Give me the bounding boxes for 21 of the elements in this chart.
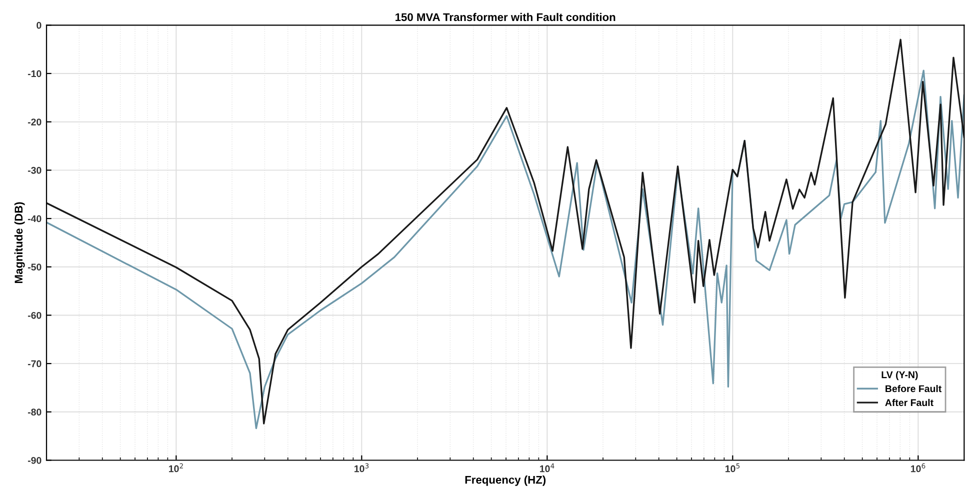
x-axis-title: Frequency (HZ) xyxy=(465,476,546,486)
x-tick-label: 10$^{4}$ xyxy=(540,463,554,472)
y-tick-label: -20 xyxy=(28,118,42,126)
legend-title: LV (Y-N) xyxy=(882,371,918,380)
chart-title: 150 MVA Transformer with Fault condition xyxy=(396,12,616,22)
y-axis-title: Magnitude (DB) xyxy=(14,202,25,283)
legend-label: After Fault xyxy=(885,398,934,406)
y-tick-label: -60 xyxy=(28,312,42,319)
y-tick-label: -80 xyxy=(28,408,42,416)
y-tick-label: -10 xyxy=(28,70,42,78)
y-tick-label: -30 xyxy=(28,166,42,174)
x-tick-label: 10$^{6}$ xyxy=(910,463,926,472)
y-tick-label: -40 xyxy=(28,215,42,222)
y-tick-label: -50 xyxy=(28,264,42,270)
y-tick-label: -90 xyxy=(28,456,42,464)
x-tick-label: 10$^{3}$ xyxy=(354,463,369,472)
y-tick-label: -70 xyxy=(28,360,42,368)
legend-label: Before Fault xyxy=(886,385,942,392)
y-tick-label: 0 xyxy=(36,22,42,29)
x-tick-label: 10$^{5}$ xyxy=(725,463,740,472)
x-tick-label: 10$^{2}$ xyxy=(169,463,183,472)
